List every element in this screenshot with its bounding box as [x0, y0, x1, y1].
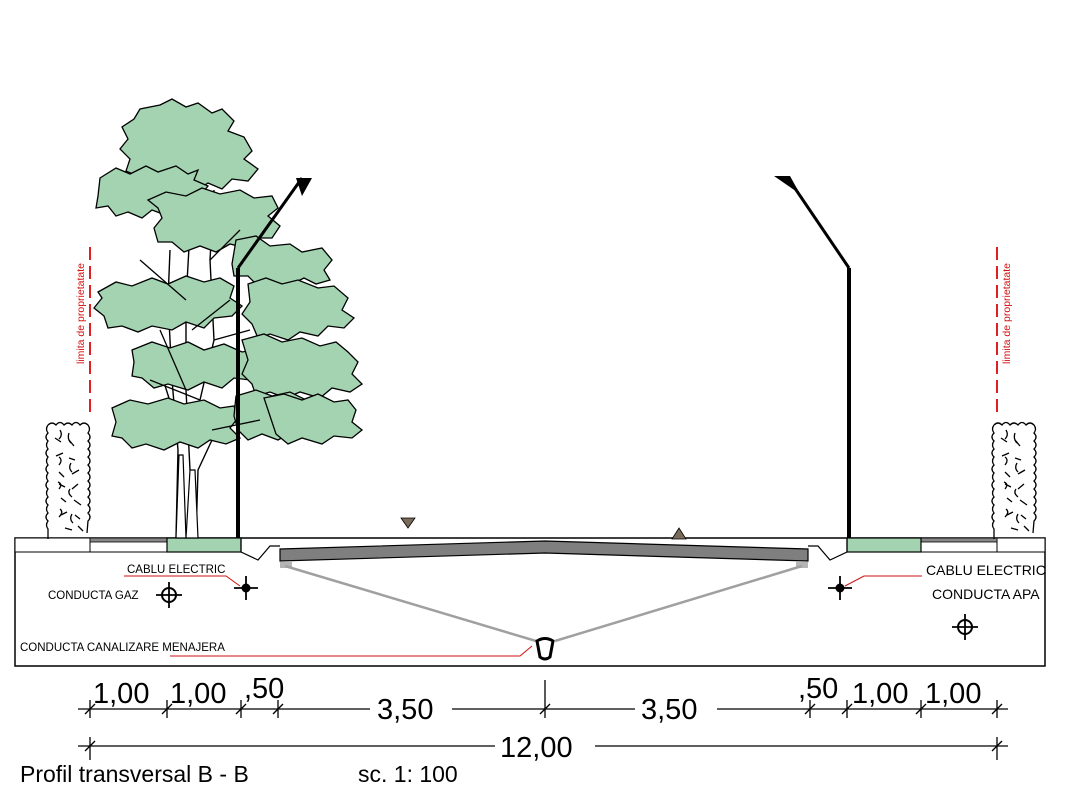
conducta-gaz-label: CONDUCTA GAZ	[48, 590, 139, 602]
left-green-strip	[166, 537, 242, 553]
dim-left-curb: ,50	[244, 673, 284, 705]
leader-lines	[124, 575, 922, 657]
tree	[93, 98, 364, 539]
left-property-limit: limita de proprietatate	[75, 247, 91, 418]
left-street-lamp	[236, 177, 312, 538]
cablu-electric-right-label: CABLU ELECTRIC	[926, 562, 1046, 578]
right-green-strip	[846, 537, 922, 553]
water-pipe-icon	[952, 614, 978, 640]
conducta-apa-label: CONDUCTA APA	[932, 586, 1040, 602]
sewer-pipe-icon	[535, 637, 555, 661]
gas-pipe-icon	[156, 582, 182, 608]
right-hedge	[991, 421, 1037, 539]
right-property-limit: limita de proprietatate	[996, 247, 1013, 418]
roadway	[279, 540, 809, 643]
left-electric-cable-icon	[234, 576, 258, 600]
dim-right-sidewalk-1: 1,00	[852, 678, 908, 710]
dim-left-lane: 3,50	[377, 694, 433, 726]
dimension-line-partial	[78, 680, 1008, 718]
left-hedge	[45, 421, 91, 539]
right-sidewalk	[808, 537, 1046, 561]
left-limit-label: limita de proprietatate	[75, 263, 87, 364]
cablu-electric-left-label: CABLU ELECTRIC	[127, 564, 225, 576]
dim-left-sidewalk-1: 1,00	[93, 678, 149, 710]
dim-right-lane: 3,50	[641, 694, 697, 726]
right-limit-label: limita de proprietatate	[1001, 263, 1013, 364]
dim-total: 12,00	[500, 732, 573, 764]
drawing-scale: sc. 1: 100	[358, 761, 458, 787]
right-electric-cable-icon	[828, 576, 852, 600]
dim-right-curb: ,50	[798, 673, 838, 705]
right-street-lamp	[774, 176, 851, 538]
left-sidewalk	[14, 537, 280, 561]
dim-right-sidewalk-2: 1,00	[925, 678, 981, 710]
drawing-title: Profil transversal B - B	[20, 761, 249, 787]
level-marker-up-icon	[671, 527, 687, 540]
conducta-canalizare-label: CONDUCTA CANALIZARE MENAJERA	[20, 642, 225, 654]
ground-box	[14, 537, 1046, 667]
dim-left-sidewalk-2: 1,00	[170, 678, 226, 710]
level-marker-down-icon	[400, 517, 416, 529]
